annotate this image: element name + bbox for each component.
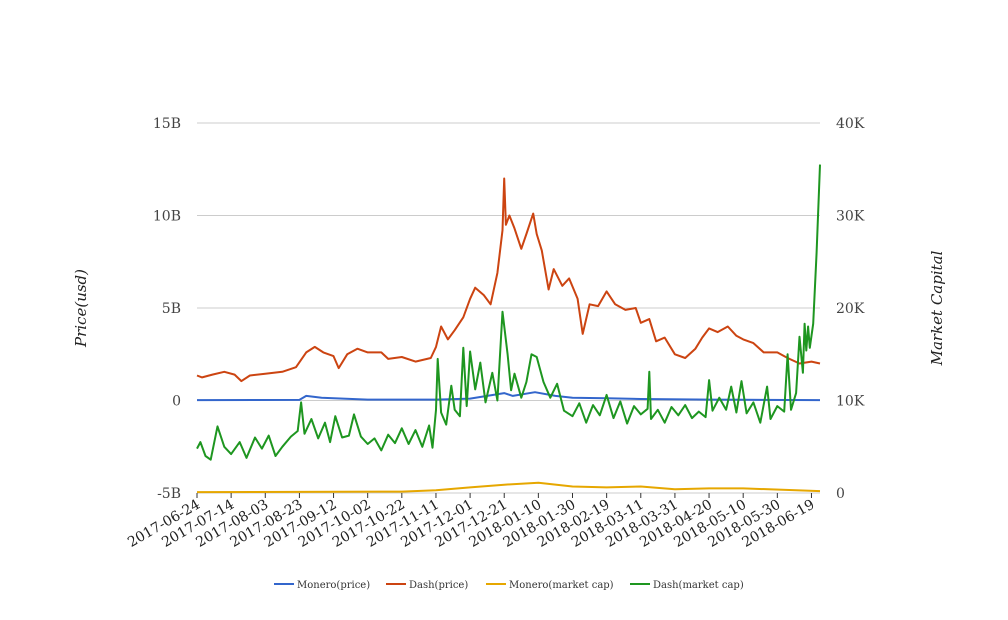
legend-label: Monero(price) <box>297 580 370 591</box>
y-left-tick-label: 0 <box>172 394 181 410</box>
y-left-tick-label: -5B <box>157 486 181 502</box>
y-right-tick-label: 30K <box>836 209 865 225</box>
left-axis-ticks: -5B 0 5B 10B 15B <box>153 116 181 502</box>
legend: Monero(price) Dash(price) Monero(market ca… <box>274 580 744 591</box>
y-left-tick-label: 15B <box>153 116 181 132</box>
y-right-tick-label: 10K <box>836 394 865 410</box>
y-axis-left-title: Price(usd) <box>72 269 90 348</box>
y-left-tick-label: 10B <box>153 209 181 225</box>
y-left-tick-label: 5B <box>162 301 181 317</box>
y-right-tick-label: 0 <box>836 486 845 502</box>
y-right-tick-label: 20K <box>836 301 865 317</box>
series-line-dash-price <box>196 177 821 383</box>
legend-label: Monero(market cap) <box>509 580 614 591</box>
legend-label: Dash(market cap) <box>653 580 744 591</box>
y-axis-right-title: Market Capital <box>928 250 946 366</box>
series-line-monero-price <box>196 391 821 402</box>
x-axis-ticks: 2017-06-242017-07-142017-08-032017-08-23… <box>125 493 817 551</box>
legend-label: Dash(price) <box>409 580 468 591</box>
series-line-monero-market-cap <box>196 481 821 494</box>
series-line-dash-market-cap <box>196 164 821 461</box>
series-lines <box>196 164 821 494</box>
y-right-tick-label: 40K <box>836 116 865 132</box>
right-axis-ticks: 0 10K 20K 30K 40K <box>836 116 865 502</box>
